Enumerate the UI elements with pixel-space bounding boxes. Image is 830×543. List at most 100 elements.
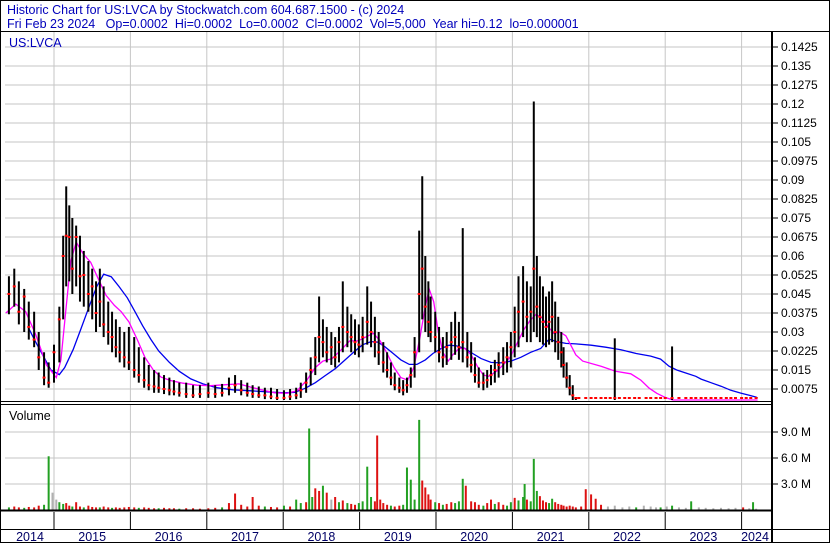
price-axis-label: 0.0375 <box>781 306 818 320</box>
price-axis-label: 0.1125 <box>781 116 817 130</box>
close-tick <box>345 331 349 333</box>
close-tick <box>423 305 427 308</box>
close-tick <box>599 397 603 399</box>
close-tick <box>535 305 539 308</box>
close-tick <box>349 336 353 339</box>
close-tick <box>556 341 560 344</box>
close-tick <box>325 351 329 354</box>
close-tick <box>613 397 617 399</box>
close-tick <box>568 386 572 389</box>
close-tick <box>469 363 473 366</box>
close-tick <box>429 331 433 333</box>
close-tick <box>574 397 578 399</box>
close-tick <box>608 397 612 399</box>
close-tick <box>677 397 681 399</box>
close-tick <box>754 397 758 399</box>
close-tick <box>709 397 713 399</box>
close-tick <box>233 384 237 387</box>
symbol-label: US:LVCA <box>9 36 62 50</box>
year-axis-label: 2015 <box>78 530 107 543</box>
close-tick <box>559 351 563 354</box>
price-axis-label: 0.1275 <box>781 78 818 92</box>
close-tick <box>152 385 156 388</box>
year-axis-label: 2016 <box>154 530 183 543</box>
close-tick <box>341 325 345 328</box>
close-tick <box>282 396 286 399</box>
close-tick <box>177 391 181 394</box>
year-axis-label: 2017 <box>231 530 259 543</box>
close-tick <box>275 396 279 399</box>
close-tick <box>397 386 401 389</box>
close-tick <box>251 393 255 396</box>
close-tick <box>663 397 667 399</box>
close-tick <box>571 394 575 397</box>
price-axis-label: 0.09 <box>781 173 805 187</box>
year-axis-label: 2021 <box>536 530 565 543</box>
close-tick <box>584 397 588 399</box>
close-tick <box>127 361 131 364</box>
close-tick <box>82 274 86 276</box>
close-tick <box>405 384 409 387</box>
close-tick <box>654 397 658 399</box>
close-tick <box>623 397 627 399</box>
close-tick <box>617 397 621 399</box>
close-tick <box>32 338 36 341</box>
close-tick <box>94 312 98 314</box>
close-tick <box>509 346 513 349</box>
close-tick <box>257 394 261 397</box>
close-tick <box>659 397 663 399</box>
year-axis-label: 2023 <box>689 530 718 543</box>
volume-panel-title: Volume <box>9 409 51 423</box>
close-tick <box>532 267 536 270</box>
close-tick <box>57 318 61 321</box>
close-tick <box>67 236 71 238</box>
close-tick <box>699 397 703 399</box>
close-tick <box>465 356 469 359</box>
close-tick <box>477 381 481 384</box>
close-tick <box>294 394 298 397</box>
close-tick <box>401 389 405 392</box>
price-axis-label: 0.06 <box>781 249 805 263</box>
close-tick <box>162 388 166 390</box>
price-axis-label: 0.135 <box>781 59 812 73</box>
close-tick <box>373 341 377 344</box>
close-tick <box>12 285 16 288</box>
close-tick <box>206 391 210 394</box>
close-tick <box>689 397 693 399</box>
year-axis-label: 2024 <box>741 530 769 543</box>
close-tick <box>198 393 202 396</box>
close-tick <box>357 343 361 346</box>
close-tick <box>299 389 303 392</box>
close-tick <box>453 336 457 339</box>
close-tick <box>22 295 26 298</box>
year-axis-label: 2019 <box>383 530 412 543</box>
close-tick <box>505 356 509 359</box>
close-tick <box>517 310 521 313</box>
price-axis-label: 0.015 <box>781 363 812 377</box>
close-tick <box>288 395 292 398</box>
close-tick <box>353 341 357 344</box>
close-tick <box>649 397 653 399</box>
close-tick <box>497 363 501 366</box>
close-tick <box>529 310 533 313</box>
close-tick <box>64 234 68 237</box>
close-tick <box>78 275 82 278</box>
close-tick <box>644 397 648 399</box>
close-tick <box>365 320 369 323</box>
close-tick <box>239 389 243 392</box>
close-tick <box>413 351 417 354</box>
close-tick <box>724 397 728 399</box>
price-axis-label: 0.0075 <box>781 382 818 396</box>
close-tick <box>719 397 723 399</box>
close-tick <box>42 376 46 379</box>
close-tick <box>417 293 421 295</box>
close-tick <box>562 363 566 366</box>
close-tick <box>594 397 598 399</box>
price-axis-label: 0.03 <box>781 325 805 339</box>
close-tick <box>137 374 141 377</box>
price-axis-label: 0.0525 <box>781 268 818 282</box>
close-tick <box>381 361 385 364</box>
close-tick <box>70 267 74 270</box>
year-axis-label: 2020 <box>460 530 489 543</box>
